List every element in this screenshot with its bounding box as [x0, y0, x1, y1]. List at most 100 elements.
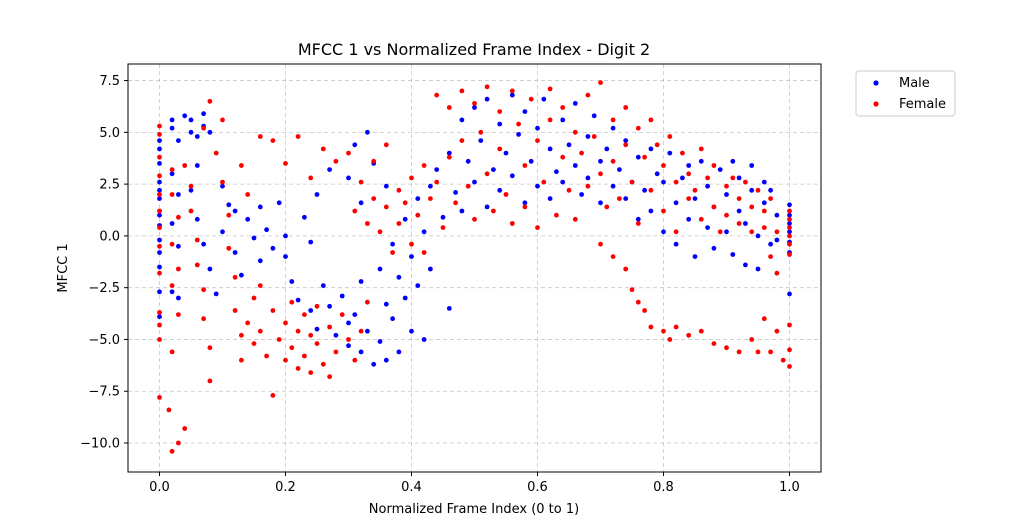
data-point-female: [698, 146, 704, 152]
data-point-male: [774, 212, 780, 218]
data-point-female: [629, 287, 635, 293]
data-point-male: [182, 113, 188, 119]
data-point-female: [787, 225, 792, 231]
data-point-male: [572, 163, 578, 168]
data-point-female: [352, 357, 358, 363]
data-point-male: [383, 301, 389, 307]
data-point-male: [194, 163, 200, 168]
data-point-female: [711, 341, 717, 346]
data-point-male: [761, 200, 767, 206]
data-point-female: [459, 88, 465, 94]
data-point-female: [157, 337, 162, 342]
data-point-female: [566, 187, 572, 193]
data-point-female: [717, 229, 723, 235]
data-point-male: [547, 146, 553, 152]
y-tick-label: 5.0: [99, 126, 120, 141]
data-point-female: [169, 283, 175, 288]
data-point-male: [705, 225, 710, 231]
data-point-female: [358, 328, 364, 334]
data-point-male: [188, 129, 194, 135]
data-point-female: [673, 179, 679, 185]
data-point-female: [724, 345, 729, 351]
data-point-female: [484, 84, 490, 90]
data-point-female: [736, 349, 742, 355]
data-point-female: [768, 254, 773, 259]
data-point-female: [371, 158, 377, 164]
data-point-male: [755, 233, 761, 239]
data-point-female: [749, 204, 755, 210]
data-point-male: [774, 237, 780, 243]
legend-label-female: Female: [899, 97, 946, 112]
data-point-female: [283, 320, 288, 326]
y-tick-label: −7.5: [88, 385, 120, 400]
data-point-male: [415, 196, 421, 202]
data-point-female: [623, 266, 629, 272]
data-point-female: [157, 208, 162, 214]
data-point-male: [377, 266, 383, 272]
data-point-female: [358, 179, 364, 185]
data-point-female: [295, 366, 301, 371]
data-point-male: [270, 245, 276, 251]
chart-title: MFCC 1 vs Normalized Frame Index - Digit…: [298, 40, 650, 59]
data-point-female: [635, 221, 641, 226]
data-point-female: [276, 337, 282, 342]
data-point-female: [201, 316, 207, 322]
data-point-male: [383, 357, 389, 363]
data-point-female: [239, 163, 244, 168]
data-point-female: [169, 349, 175, 355]
data-point-female: [497, 109, 503, 114]
data-point-male: [623, 196, 629, 202]
data-point-female: [157, 225, 162, 231]
data-point-female: [157, 310, 162, 315]
data-point-male: [503, 150, 509, 156]
data-point-male: [157, 179, 162, 185]
points-layer: [157, 80, 792, 454]
data-point-female: [598, 171, 603, 177]
data-point-female: [289, 345, 295, 351]
data-point-male: [610, 125, 616, 131]
data-point-male: [169, 221, 175, 226]
data-point-male: [402, 216, 408, 222]
data-point-male: [194, 216, 200, 222]
data-point-male: [472, 179, 477, 185]
y-tick-label: 0.0: [99, 229, 120, 244]
data-point-male: [339, 293, 345, 299]
data-point-male: [377, 339, 383, 344]
data-point-male: [459, 208, 465, 214]
data-point-female: [572, 129, 578, 135]
data-point-female: [220, 179, 225, 185]
data-point-male: [157, 146, 162, 152]
data-point-female: [547, 117, 553, 123]
data-point-female: [446, 154, 452, 160]
data-point-male: [257, 204, 263, 210]
data-point-male: [232, 250, 238, 255]
data-point-female: [365, 299, 370, 305]
data-point-female: [787, 252, 792, 257]
data-point-male: [308, 308, 314, 313]
data-point-female: [617, 196, 622, 202]
data-point-female: [787, 216, 792, 222]
data-point-female: [157, 132, 162, 137]
data-point-male: [409, 328, 414, 334]
data-point-male: [409, 254, 414, 259]
data-point-male: [579, 192, 584, 197]
x-tick-label: 0.4: [401, 480, 422, 495]
data-point-female: [667, 134, 673, 139]
data-point-female: [591, 134, 597, 139]
data-point-female: [176, 214, 181, 220]
data-point-male: [207, 129, 213, 135]
data-point-female: [421, 250, 427, 255]
y-tick-label: −10.0: [80, 437, 120, 452]
data-point-male: [522, 109, 528, 114]
y-tick-label: −5.0: [88, 333, 120, 348]
data-point-female: [232, 274, 238, 280]
data-point-female: [749, 229, 755, 235]
data-point-female: [157, 173, 162, 179]
data-point-male: [761, 179, 767, 185]
series-male: [157, 92, 792, 367]
data-point-male: [421, 337, 427, 342]
data-point-female: [169, 192, 175, 197]
data-point-female: [270, 393, 276, 398]
data-point-male: [346, 343, 351, 349]
